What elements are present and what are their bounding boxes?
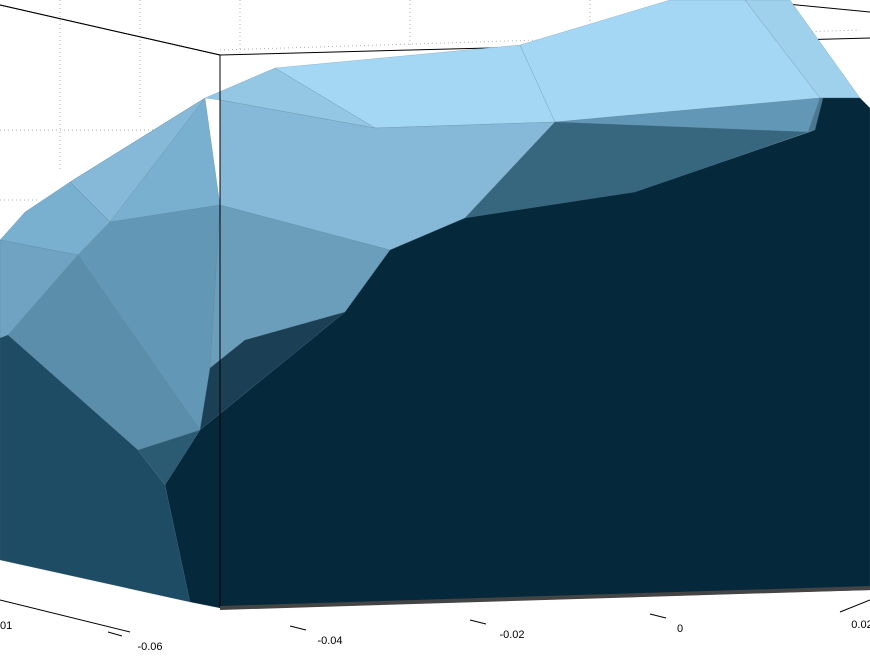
x-tick [107,631,123,637]
base-edge [219,586,870,610]
x-tick [649,613,667,619]
x-tick-label: -0.04 [317,635,342,647]
surface-mesh [0,0,870,609]
x-axis-labels: -0.06 -0.04 -0.02 0 0.02 [137,619,870,653]
y-axis-labels: 01 [0,620,12,632]
box-edge [839,599,870,613]
x-axis-ticks [107,613,667,637]
x-tick [289,625,307,631]
box-edge [0,4,221,56]
box-edge [0,599,131,633]
y-tick-label: 01 [0,620,12,632]
x-tick-label: -0.06 [137,641,162,652]
x-tick-label: -0.02 [499,629,524,641]
x-tick-label: 0 [677,623,683,635]
x-tick-label: 0.02 [851,619,870,631]
axis-box-front [0,4,870,633]
x-tick [469,619,487,625]
